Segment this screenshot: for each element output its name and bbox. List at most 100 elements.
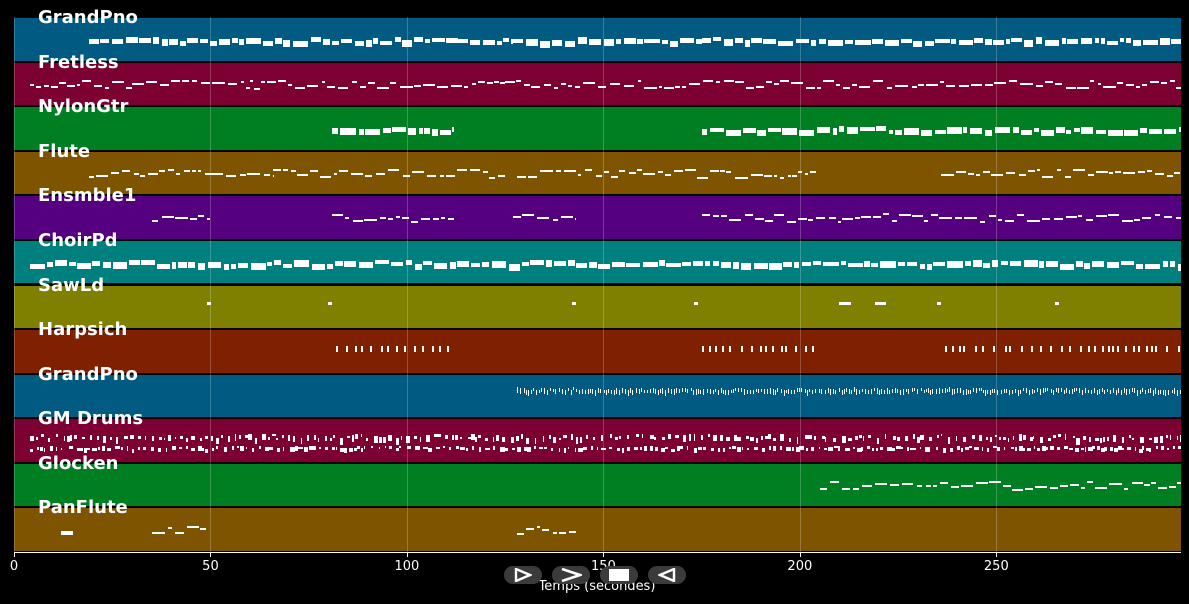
track-3	[14, 107, 1181, 150]
note	[926, 263, 932, 270]
note	[755, 388, 757, 392]
note	[218, 38, 231, 46]
note	[925, 447, 930, 453]
back-button[interactable]	[648, 566, 686, 584]
note	[1180, 389, 1181, 395]
note	[113, 262, 127, 269]
note	[94, 85, 102, 88]
note	[92, 448, 97, 451]
note	[654, 389, 656, 394]
note	[942, 447, 946, 453]
note	[442, 445, 446, 449]
note	[989, 436, 993, 442]
note	[327, 263, 333, 270]
note	[728, 219, 741, 222]
note	[746, 389, 748, 394]
note	[364, 174, 373, 177]
note	[348, 448, 354, 453]
note	[436, 85, 448, 88]
note	[1090, 390, 1092, 395]
note	[936, 447, 938, 450]
note	[775, 389, 777, 396]
note	[283, 263, 292, 269]
note	[115, 437, 118, 444]
note	[773, 437, 776, 441]
note	[1042, 175, 1054, 178]
note	[627, 447, 631, 451]
note	[414, 445, 420, 450]
note	[1036, 84, 1044, 87]
note	[153, 37, 160, 45]
note	[703, 389, 705, 395]
note	[979, 434, 982, 441]
note	[661, 447, 666, 453]
note	[984, 129, 992, 136]
note	[845, 39, 853, 44]
note	[604, 170, 609, 173]
note	[339, 170, 348, 173]
play-button[interactable]	[552, 566, 590, 584]
note	[1145, 447, 1149, 452]
note	[1085, 447, 1087, 452]
note	[448, 217, 455, 220]
note	[451, 85, 462, 88]
note	[1086, 481, 1094, 484]
note	[605, 390, 607, 395]
note	[355, 434, 359, 439]
note	[706, 389, 708, 393]
note	[900, 38, 912, 43]
note	[912, 434, 916, 440]
note	[1057, 434, 1062, 437]
note	[613, 389, 615, 395]
note	[798, 129, 815, 137]
note	[126, 446, 128, 452]
note	[1003, 446, 1006, 450]
note	[735, 80, 745, 83]
note	[622, 448, 624, 453]
note	[813, 261, 821, 266]
note	[626, 435, 630, 440]
note	[983, 262, 991, 269]
note	[526, 39, 539, 46]
note	[767, 388, 769, 394]
note	[335, 447, 338, 450]
note	[723, 79, 734, 82]
note	[67, 435, 70, 442]
note	[1011, 488, 1023, 491]
note	[464, 85, 468, 88]
note	[396, 216, 401, 219]
note	[1160, 81, 1168, 84]
note	[791, 446, 794, 452]
note	[159, 436, 162, 440]
note	[132, 448, 135, 454]
note	[727, 389, 729, 395]
note	[597, 388, 599, 394]
note	[795, 446, 801, 452]
note	[717, 389, 719, 396]
note	[365, 129, 380, 136]
note	[635, 434, 639, 437]
note	[925, 484, 931, 487]
note	[954, 217, 962, 220]
note	[140, 175, 146, 178]
track-label: GM Drums	[38, 408, 144, 430]
note	[50, 85, 59, 88]
note	[378, 436, 383, 444]
note	[1066, 388, 1068, 393]
note	[1166, 435, 1169, 439]
note	[806, 390, 808, 396]
note	[1041, 446, 1047, 451]
track-7	[14, 285, 1181, 329]
note	[779, 434, 784, 442]
note	[780, 346, 783, 353]
note	[508, 263, 520, 271]
note	[88, 176, 95, 179]
note	[721, 262, 732, 268]
note	[615, 436, 619, 441]
stop-button[interactable]	[600, 566, 638, 584]
rewind-button[interactable]	[504, 566, 542, 584]
note	[1081, 37, 1093, 44]
note	[254, 87, 261, 90]
note	[240, 445, 245, 451]
note	[88, 39, 99, 44]
